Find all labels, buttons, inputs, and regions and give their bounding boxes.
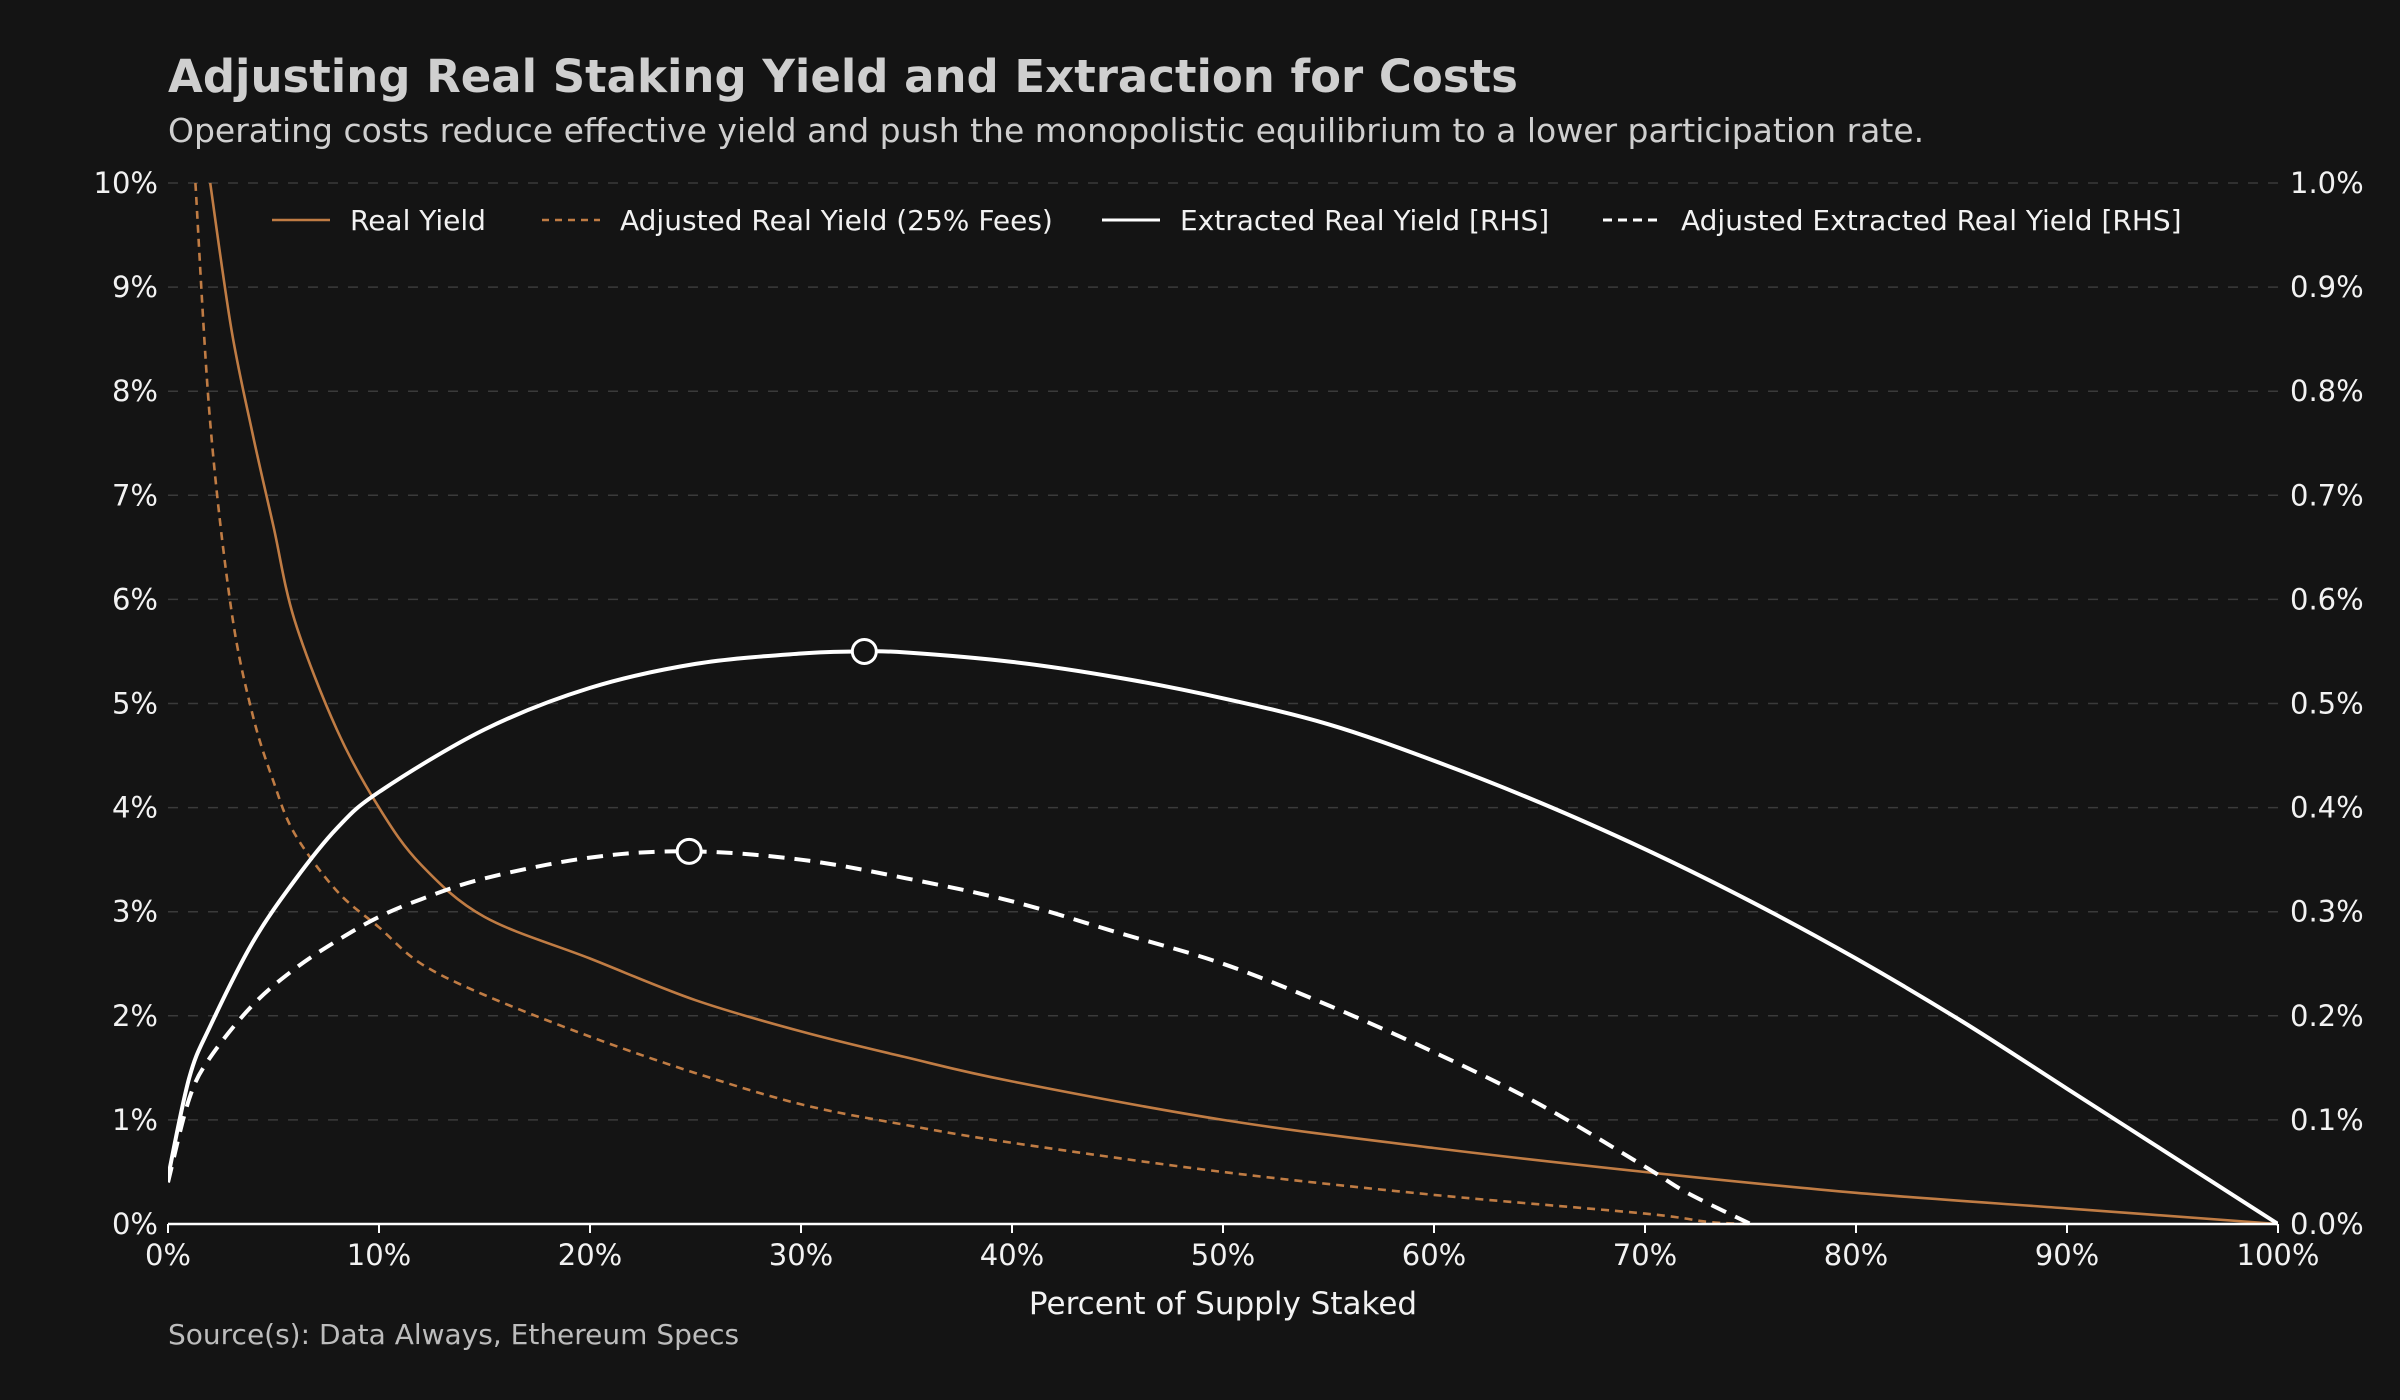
x-tick-label: 40%	[980, 1238, 1044, 1272]
chart-title: Adjusting Real Staking Yield and Extract…	[168, 50, 1518, 103]
y-right-tick-label: 0.7%	[2290, 478, 2364, 512]
legend-label-real-yield: Real Yield	[350, 204, 486, 237]
axes	[167, 1222, 2279, 1233]
x-axis-label: Percent of Supply Staked	[1029, 1286, 1417, 1322]
legend-label-adjusted-real-yield-25-fees: Adjusted Real Yield (25% Fees)	[620, 204, 1053, 237]
y-right-tick-label: 0.4%	[2290, 791, 2364, 825]
series-line-adjusted-extracted-real-yield-rhs	[168, 849, 1752, 1226]
y-right-tick-label: 1.0%	[2290, 166, 2364, 200]
source-note: Source(s): Data Always, Ethereum Specs	[168, 1318, 739, 1351]
y-right-tick-label: 0.1%	[2290, 1103, 2364, 1137]
x-tick-label: 70%	[1613, 1238, 1677, 1272]
chart-subtitle: Operating costs reduce effective yield a…	[168, 111, 1924, 150]
series-line-extracted-real-yield-rhs	[168, 649, 2278, 1226]
gridlines	[168, 182, 2278, 1121]
y-left-tick-label: 4%	[112, 791, 158, 825]
y-left-tick-label: 8%	[112, 374, 158, 408]
y-right-tick-label: 0.3%	[2290, 895, 2364, 929]
y-left-tick-label: 9%	[112, 270, 158, 304]
peak-marker	[675, 837, 703, 865]
y-left-tick-label: 10%	[94, 166, 158, 200]
y-left-tick-label: 2%	[112, 999, 158, 1033]
legend-label-extracted-real-yield-rhs: Extracted Real Yield [RHS]	[1180, 204, 1549, 237]
series-line-adjusted-real-yield-25-fees	[194, 183, 1751, 1226]
legend-label-adjusted-extracted-real-yield-rhs: Adjusted Extracted Real Yield [RHS]	[1681, 204, 2182, 237]
x-tick-label: 30%	[769, 1238, 833, 1272]
x-tick-label: 60%	[1402, 1238, 1466, 1272]
peak-marker	[850, 637, 878, 665]
series-line-real-yield	[208, 183, 2278, 1226]
y-left-tick-label: 1%	[112, 1103, 158, 1137]
y-right-tick-label: 0.2%	[2290, 999, 2364, 1033]
x-tick-label: 0%	[145, 1238, 191, 1272]
y-right-tick-label: 0.6%	[2290, 582, 2364, 616]
y-right-tick-label: 0.8%	[2290, 374, 2364, 408]
y-left-tick-label: 3%	[112, 895, 158, 929]
y-left-tick-label: 0%	[112, 1207, 158, 1241]
y-left-tick-label: 7%	[112, 478, 158, 512]
y-right-tick-label: 0.9%	[2290, 270, 2364, 304]
x-tick-label: 20%	[558, 1238, 622, 1272]
tick-labels: 0% 10% 20% 30% 40% 50% 60% 70% 80% 90% 100% 0% 1% 2% 3…	[94, 166, 2364, 1272]
x-tick-label: 90%	[2035, 1238, 2099, 1272]
legend: Real Yield Adjusted Real Yield (25% Fees)…	[272, 204, 2182, 237]
x-tick-label: 100%	[2237, 1238, 2320, 1272]
y-right-tick-label: 0.0%	[2290, 1207, 2364, 1241]
x-tick-label: 10%	[347, 1238, 411, 1272]
y-left-tick-label: 5%	[112, 687, 158, 721]
y-left-tick-label: 6%	[112, 582, 158, 616]
x-tick-label: 80%	[1824, 1238, 1888, 1272]
series-layer	[168, 183, 2278, 1226]
x-tick-label: 50%	[1191, 1238, 1255, 1272]
y-right-tick-label: 0.5%	[2290, 687, 2364, 721]
